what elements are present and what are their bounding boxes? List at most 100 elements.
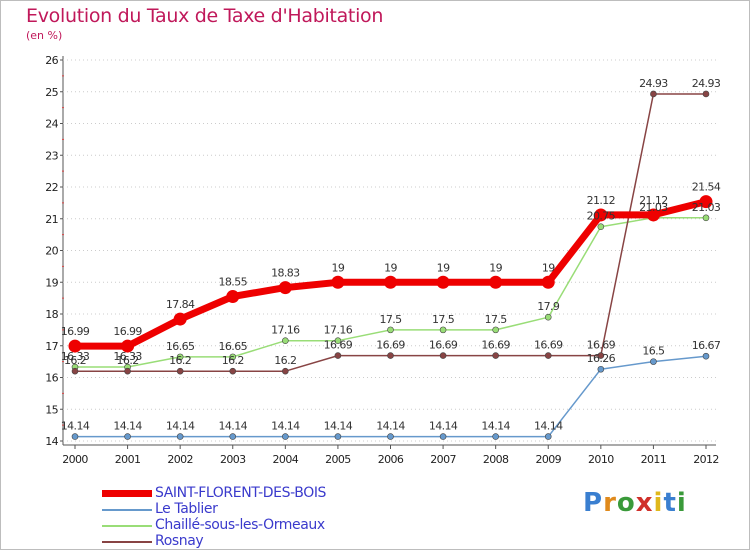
data-label: 18.83	[271, 267, 300, 280]
x-tick-label: 2005	[325, 453, 351, 466]
logo-letter: i	[653, 488, 664, 518]
data-point	[229, 433, 237, 440]
legend-label: Rosnay	[155, 533, 204, 549]
legend-swatch	[102, 541, 152, 543]
data-label: 14.14	[429, 420, 458, 433]
data-point	[68, 339, 82, 353]
data-point	[121, 339, 135, 353]
data-point	[650, 358, 657, 365]
logo-letter: r	[603, 488, 617, 518]
data-point	[544, 352, 552, 359]
data-point	[492, 352, 499, 359]
data-label: 14.14	[324, 420, 353, 433]
data-label: 16.2	[169, 354, 191, 367]
data-label: 14.14	[61, 420, 90, 433]
data-label: 14.14	[166, 420, 195, 433]
y-tick-label: 25	[45, 86, 58, 99]
data-label: 14.14	[113, 420, 142, 433]
line-chart: 14 15 16 17 18 19 20 21 22 23 24 25 26 2000 2001 2002 20…	[45, 54, 721, 466]
y-tick-label: 24	[45, 118, 58, 131]
logo-letter: o	[616, 488, 636, 518]
x-tick-label: 2006	[378, 453, 404, 466]
data-point	[541, 275, 555, 289]
data-point	[334, 352, 342, 359]
data-label: 20.75	[587, 210, 616, 223]
data-label: 17.16	[324, 324, 353, 337]
legend-swatch	[102, 525, 152, 527]
legend-label: Chaillé-sous-les-Ormeaux	[155, 517, 325, 533]
data-point	[229, 367, 237, 375]
data-point	[124, 433, 131, 440]
data-point	[334, 337, 342, 344]
data-label: 16.2	[274, 354, 296, 367]
y-tick-label: 21	[45, 213, 58, 226]
y-tick-label: 20	[45, 245, 58, 258]
data-point	[702, 352, 710, 360]
data-point	[176, 433, 184, 440]
data-point	[439, 433, 447, 440]
data-label: 24.93	[692, 77, 721, 90]
data-label: 21.54	[692, 181, 721, 194]
x-tick-label: 2000	[62, 453, 88, 466]
y-tick-label: 22	[45, 181, 58, 194]
data-label: 19	[437, 261, 450, 274]
data-point	[176, 353, 184, 361]
data-point	[650, 90, 657, 98]
data-label: 16.69	[534, 339, 563, 352]
data-point	[229, 353, 237, 361]
data-point	[597, 223, 605, 230]
data-label: 16.99	[113, 325, 142, 338]
data-point	[436, 275, 450, 289]
data-label: 18.55	[219, 276, 248, 289]
data-label: 19	[489, 261, 502, 274]
logo-letter: i	[676, 488, 687, 518]
data-label: 16.69	[481, 339, 510, 352]
data-point	[597, 365, 605, 373]
data-point	[492, 326, 499, 334]
data-point	[702, 90, 710, 98]
data-point	[597, 352, 605, 359]
data-label: 14.14	[271, 420, 300, 433]
data-label: 16.69	[587, 339, 616, 352]
data-label: 19	[332, 261, 345, 274]
data-label: 16.65	[166, 340, 195, 353]
data-label: 17.5	[432, 313, 455, 326]
x-tick-label: 2010	[588, 453, 614, 466]
data-label: 21.12	[639, 194, 668, 207]
proxiti-logo[interactable]: Proxiti	[583, 488, 687, 518]
data-label: 14.14	[376, 420, 405, 433]
data-label: 24.93	[639, 77, 668, 90]
data-label: 16.65	[219, 340, 248, 353]
data-label: 16.99	[61, 325, 90, 338]
data-label: 21.03	[692, 201, 721, 214]
y-tick-label: 14	[45, 435, 58, 448]
data-label: 17.9	[537, 300, 560, 313]
data-point	[489, 275, 503, 289]
data-point	[387, 352, 394, 359]
data-point	[544, 433, 552, 440]
logo-letter: t	[663, 488, 677, 518]
data-point	[278, 281, 292, 295]
x-tick-label: 2001	[115, 453, 141, 466]
legend-swatch	[102, 490, 152, 497]
data-label: 16.33	[113, 350, 142, 363]
data-label: 21.03	[639, 201, 668, 214]
data-label: 14.14	[534, 420, 563, 433]
data-label: 17.5	[485, 313, 508, 326]
data-point	[387, 433, 394, 440]
data-label: 16.26	[587, 352, 616, 365]
legend-label: Le Tablier	[155, 501, 218, 517]
data-point	[331, 275, 345, 289]
data-point	[334, 433, 342, 440]
data-point	[594, 208, 608, 222]
y-tick-label: 18	[45, 308, 58, 321]
data-point	[71, 367, 79, 375]
data-label: 14.14	[481, 420, 510, 433]
data-label: 16.2	[117, 354, 139, 367]
data-point	[439, 326, 447, 334]
data-point	[702, 214, 710, 222]
data-label: 14.14	[219, 420, 248, 433]
data-label: 16.69	[324, 339, 353, 352]
data-label: 16.69	[376, 339, 405, 352]
data-point	[282, 337, 289, 344]
